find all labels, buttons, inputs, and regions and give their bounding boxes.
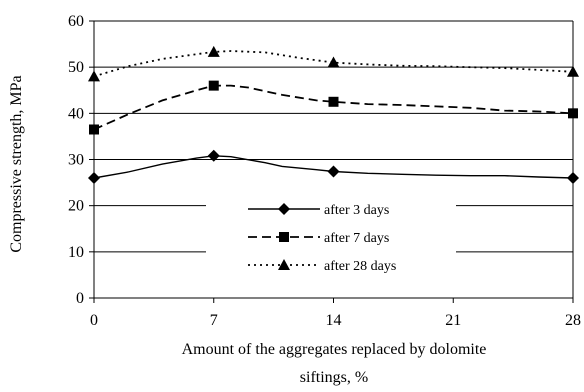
- x-tick-label-0: 0: [90, 312, 98, 329]
- y-tick-label-60: 60: [68, 13, 84, 30]
- series-3-point-28: [567, 65, 579, 77]
- series-line-1: [93, 155, 574, 179]
- legend: after 3 days after 7 days after 28 days: [206, 202, 456, 286]
- series-3-point-0: [88, 70, 100, 82]
- tick-labels: 0 10 20 30 40 50 60 0 7 14 21 28: [68, 13, 581, 329]
- x-tick-label-21: 21: [445, 312, 461, 329]
- series-line-2: [93, 84, 574, 131]
- legend-marker-1: [278, 203, 290, 215]
- legend-background: [206, 202, 456, 286]
- x-axis-title-line1: Amount of the aggregates replaced by dol…: [182, 341, 487, 358]
- legend-label-2: after 7 days: [324, 231, 389, 246]
- series-2-point-0: [89, 124, 99, 135]
- y-tick-label-20: 20: [68, 198, 84, 215]
- series-2-point-14: [328, 96, 339, 107]
- y-axis-title: Compressive strength, MPa: [8, 75, 25, 252]
- y-tick-label-40: 40: [68, 105, 84, 122]
- y-tick-label-50: 50: [68, 59, 84, 76]
- x-tick-label-14: 14: [326, 312, 342, 329]
- y-tick-label-30: 30: [68, 152, 84, 169]
- series-3-point-14: [327, 56, 340, 68]
- x-axis-title-line2: siftings, %: [300, 369, 368, 386]
- series-line-3: [93, 50, 574, 78]
- series-1-point-14: [327, 165, 340, 178]
- series-1-point-28: [567, 171, 579, 184]
- legend-marker-2: [279, 232, 289, 242]
- y-tick-label-10: 10: [68, 244, 84, 261]
- x-tick-label-28: 28: [565, 312, 581, 329]
- legend-label-3: after 28 days: [324, 259, 396, 274]
- series-1-point-7: [207, 149, 220, 162]
- series-group: [88, 45, 579, 184]
- x-tick-label-7: 7: [210, 312, 218, 329]
- series-2-point-28: [568, 108, 578, 119]
- series-1-point-0: [88, 171, 100, 184]
- legend-label-1: after 3 days: [324, 203, 389, 218]
- series-3-point-7: [207, 45, 220, 57]
- series-2-point-7: [208, 80, 219, 91]
- legend-marker-3: [278, 259, 290, 270]
- y-tick-label-0: 0: [76, 290, 84, 307]
